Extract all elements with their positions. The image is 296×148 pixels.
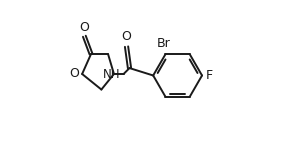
Text: O: O — [79, 21, 89, 34]
Text: F: F — [205, 69, 213, 82]
Text: O: O — [70, 67, 79, 80]
Text: O: O — [122, 30, 131, 43]
Text: NH: NH — [102, 67, 120, 81]
Text: Br: Br — [157, 37, 171, 50]
